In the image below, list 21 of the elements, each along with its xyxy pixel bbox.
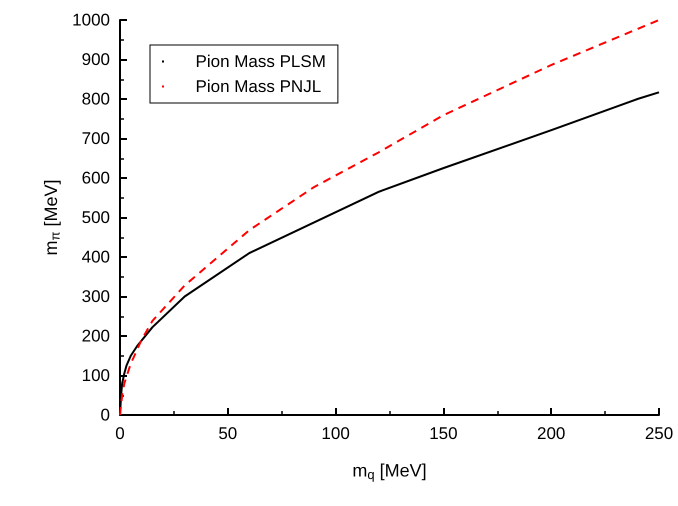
y-tick-label: 700: [82, 129, 110, 148]
y-tick-label: 800: [82, 90, 110, 108]
line-series: [119, 19, 660, 416]
y-tick-label: 0: [100, 406, 110, 424]
x-tick-label: 100: [321, 424, 350, 443]
y-tick-label: 600: [82, 168, 110, 188]
x-tick-label: 250: [644, 424, 674, 443]
x-tick-label: 200: [537, 424, 566, 443]
legend-label: Pion Mass PNJL: [196, 77, 322, 96]
y-tick-label: 500: [82, 208, 110, 227]
y-tick-label: 1000: [72, 10, 110, 30]
y-tick-label: 400: [82, 248, 110, 266]
y-axis-title: mπ [MeV]: [40, 180, 62, 256]
y-tick-label: 300: [82, 287, 110, 306]
x-tick-label: 150: [429, 424, 458, 443]
x-tick-label: 0: [115, 424, 125, 443]
y-tick-label: 900: [82, 50, 110, 69]
y-tick-label: 200: [82, 326, 110, 346]
x-tick-label: 50: [218, 424, 238, 443]
y-tick-label: 100: [82, 366, 110, 385]
legend-label: Pion Mass PLSM: [196, 52, 326, 71]
